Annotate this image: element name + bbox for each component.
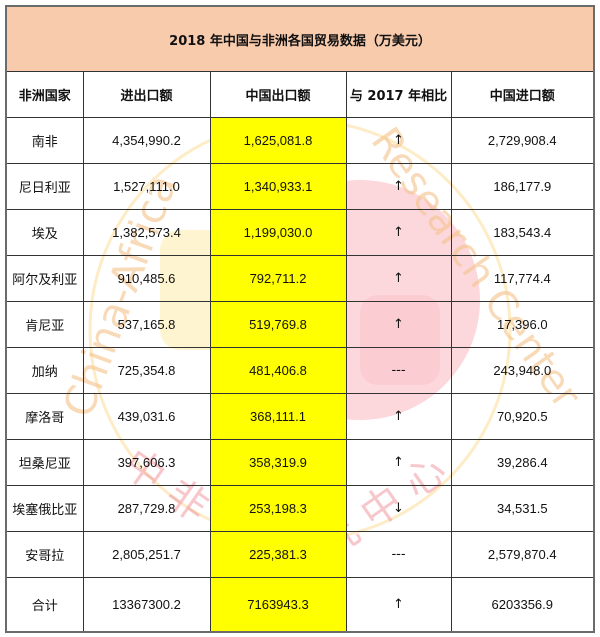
- header-china-export: 中国出口额: [209, 71, 347, 118]
- total-trade-cell: 537,165.8: [82, 301, 211, 348]
- china-import-cell: 70,920.5: [450, 393, 595, 440]
- trend-arrow-icon: ↑: [345, 255, 452, 302]
- table-row: 埃塞俄比亚 287,729.8 253,198.3 ↓ 34,531.5: [5, 485, 595, 532]
- country-cell: 尼日利亚: [5, 163, 84, 210]
- trend-arrow-icon: ↑: [345, 301, 452, 348]
- total-trade-cell: 910,485.6: [82, 255, 211, 302]
- header-china-import: 中国进口额: [450, 71, 595, 118]
- trend-arrow-icon: ↑: [345, 577, 452, 633]
- china-import-cell: 2,579,870.4: [450, 531, 595, 578]
- china-export-cell: 368,111.1: [209, 393, 347, 440]
- table-title: 2018 年中国与非洲各国贸易数据（万美元）: [5, 5, 595, 72]
- country-cell: 安哥拉: [5, 531, 84, 578]
- total-trade-cell: 725,354.8: [82, 347, 211, 394]
- total-trade-cell: 4,354,990.2: [82, 117, 211, 164]
- country-cell: 肯尼亚: [5, 301, 84, 348]
- trend-arrow-icon: ↑: [345, 393, 452, 440]
- total-label: 合计: [5, 577, 84, 633]
- country-cell: 埃塞俄比亚: [5, 485, 84, 532]
- china-export-cell: 358,319.9: [209, 439, 347, 486]
- total-trade-cell: 1,382,573.4: [82, 209, 211, 256]
- china-export-cell: 225,381.3: [209, 531, 347, 578]
- table-row: 尼日利亚 1,527,111.0 1,340,933.1 ↑ 186,177.9: [5, 163, 595, 210]
- china-import-cell: 243,948.0: [450, 347, 595, 394]
- china-import-cell: 34,531.5: [450, 485, 595, 532]
- table-row: 加纳 725,354.8 481,406.8 --- 243,948.0: [5, 347, 595, 394]
- country-cell: 摩洛哥: [5, 393, 84, 440]
- trend-arrow-icon: ↑: [345, 117, 452, 164]
- china-export-cell: 1,340,933.1: [209, 163, 347, 210]
- china-export-cell: 792,711.2: [209, 255, 347, 302]
- table-row: 埃及 1,382,573.4 1,199,030.0 ↑ 183,543.4: [5, 209, 595, 256]
- header-country: 非洲国家: [5, 71, 84, 118]
- table-row: 南非 4,354,990.2 1,625,081.8 ↑ 2,729,908.4: [5, 117, 595, 164]
- china-export-cell: 481,406.8: [209, 347, 347, 394]
- china-import-cell: 117,774.4: [450, 255, 595, 302]
- china-import-cell: 2,729,908.4: [450, 117, 595, 164]
- trend-unchanged-icon: ---: [345, 347, 452, 394]
- china-import-cell: 17,396.0: [450, 301, 595, 348]
- country-cell: 坦桑尼亚: [5, 439, 84, 486]
- table-row: 坦桑尼亚 397,606.3 358,319.9 ↑ 39,286.4: [5, 439, 595, 486]
- table-row: 安哥拉 2,805,251.7 225,381.3 --- 2,579,870.…: [5, 531, 595, 578]
- china-export-cell: 519,769.8: [209, 301, 347, 348]
- table-row: 肯尼亚 537,165.8 519,769.8 ↑ 17,396.0: [5, 301, 595, 348]
- china-import-cell: 183,543.4: [450, 209, 595, 256]
- country-cell: 阿尔及利亚: [5, 255, 84, 302]
- total-trade-cell: 439,031.6: [82, 393, 211, 440]
- trend-arrow-icon: ↑: [345, 439, 452, 486]
- table-row: 阿尔及利亚 910,485.6 792,711.2 ↑ 117,774.4: [5, 255, 595, 302]
- trend-arrow-icon: ↑: [345, 163, 452, 210]
- china-export-cell: 1,199,030.0: [209, 209, 347, 256]
- china-export-sum: 7163943.3: [209, 577, 347, 633]
- country-cell: 加纳: [5, 347, 84, 394]
- total-trade-cell: 2,805,251.7: [82, 531, 211, 578]
- header-total-trade: 进出口额: [82, 71, 211, 118]
- total-trade-sum: 13367300.2: [82, 577, 211, 633]
- country-cell: 埃及: [5, 209, 84, 256]
- china-import-cell: 186,177.9: [450, 163, 595, 210]
- table-row: 摩洛哥 439,031.6 368,111.1 ↑ 70,920.5: [5, 393, 595, 440]
- country-cell: 南非: [5, 117, 84, 164]
- trend-unchanged-icon: ---: [345, 531, 452, 578]
- total-trade-cell: 287,729.8: [82, 485, 211, 532]
- total-trade-cell: 1,527,111.0: [82, 163, 211, 210]
- trade-data-table: 2018 年中国与非洲各国贸易数据（万美元） 非洲国家 进出口额 中国出口额 与…: [5, 5, 596, 633]
- china-export-cell: 1,625,081.8: [209, 117, 347, 164]
- trend-arrow-icon: ↑: [345, 209, 452, 256]
- china-import-cell: 39,286.4: [450, 439, 595, 486]
- total-trade-cell: 397,606.3: [82, 439, 211, 486]
- total-row: 合计 13367300.2 7163943.3 ↑ 6203356.9: [5, 577, 595, 633]
- china-import-sum: 6203356.9: [450, 577, 595, 633]
- china-export-cell: 253,198.3: [209, 485, 347, 532]
- trend-down-arrow-icon: ↓: [345, 485, 452, 532]
- header-vs-2017: 与 2017 年相比: [345, 71, 452, 118]
